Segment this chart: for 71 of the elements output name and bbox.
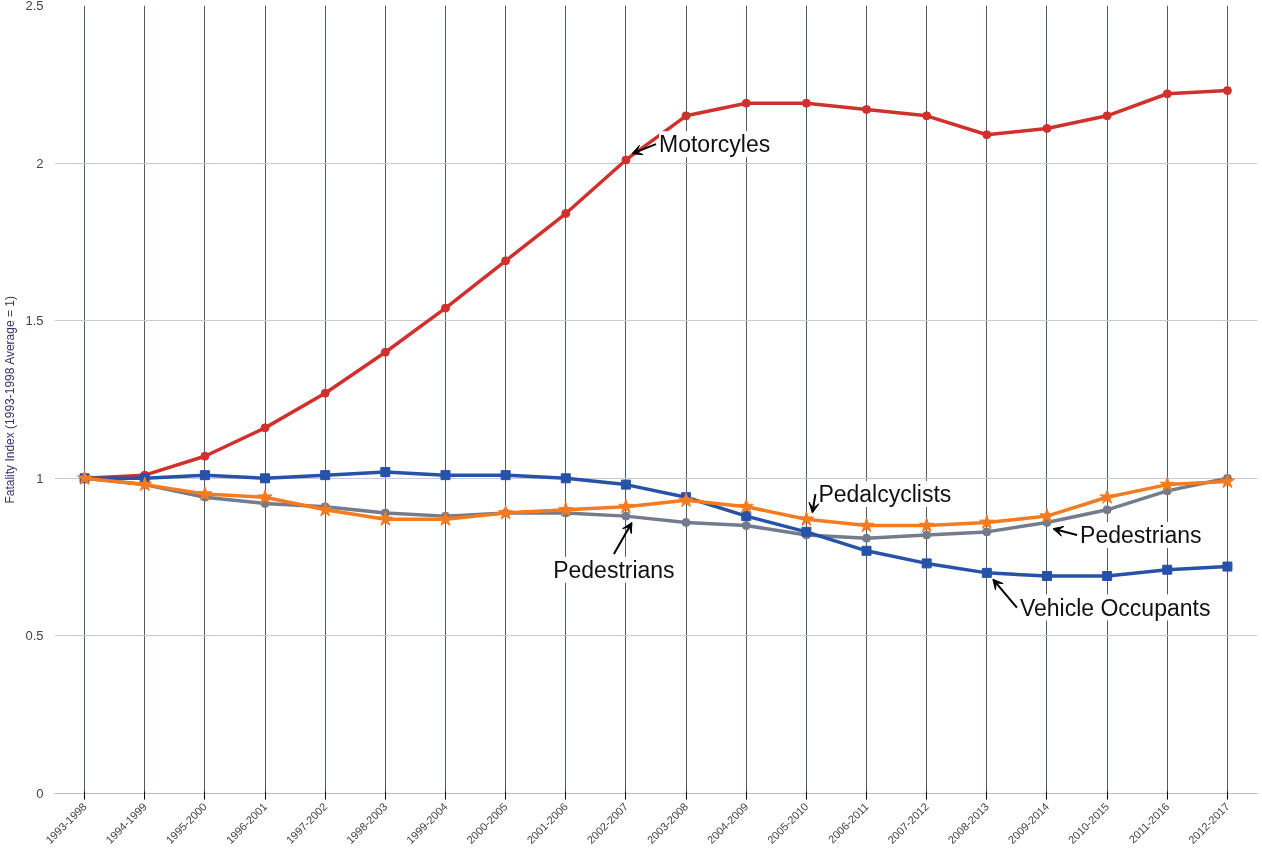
annotation: Pedalcyclists — [818, 481, 952, 508]
point — [1099, 489, 1115, 504]
point — [560, 473, 571, 484]
point — [981, 567, 992, 578]
point — [1159, 476, 1175, 492]
point — [801, 98, 811, 108]
y-tick-label: 2 — [36, 155, 44, 171]
point — [440, 470, 451, 481]
point — [861, 545, 872, 556]
annotation: Motorcyles — [659, 131, 771, 158]
point — [1222, 86, 1232, 96]
point — [377, 511, 393, 526]
annotation: Pedestrians — [1080, 522, 1202, 549]
point — [1102, 571, 1113, 582]
point — [798, 511, 815, 526]
point — [501, 256, 511, 266]
point — [1222, 561, 1233, 572]
point — [922, 111, 932, 121]
y-axis-title: Fatality Index (1993-1998 Average = 1) — [3, 296, 18, 504]
point — [979, 514, 995, 529]
point — [500, 470, 511, 481]
point — [620, 479, 631, 490]
point — [1042, 123, 1052, 133]
point — [257, 489, 273, 504]
point — [919, 517, 935, 533]
point — [621, 511, 631, 521]
point — [921, 558, 932, 569]
y-tick-label: 1.5 — [25, 313, 44, 329]
y-tick-label: 0 — [36, 786, 44, 801]
point — [380, 467, 391, 477]
point — [681, 111, 691, 121]
point — [1219, 473, 1236, 489]
point — [200, 451, 210, 461]
y-tick-label: 0.5 — [25, 628, 44, 644]
point — [982, 130, 992, 140]
point — [199, 470, 210, 481]
point — [437, 511, 454, 526]
y-tick-label: 1 — [36, 470, 44, 486]
point — [137, 476, 153, 492]
point — [862, 533, 872, 543]
point — [1041, 571, 1052, 582]
point — [197, 486, 213, 501]
annotation: Vehicle Occupants — [1019, 594, 1211, 621]
point — [260, 423, 270, 433]
annotation: Pedestrians — [553, 556, 675, 583]
point — [440, 303, 450, 313]
point — [260, 473, 271, 484]
point — [380, 347, 390, 357]
point — [741, 511, 752, 522]
point — [561, 209, 571, 219]
point — [621, 155, 631, 165]
point — [1102, 505, 1112, 515]
point — [858, 517, 875, 533]
point — [1162, 564, 1173, 575]
point — [922, 530, 932, 540]
y-tick-label: 2.5 — [25, 0, 44, 13]
point — [618, 498, 634, 514]
point — [320, 470, 331, 481]
point — [320, 388, 330, 398]
point — [801, 526, 812, 537]
point — [738, 498, 754, 514]
point — [497, 504, 514, 520]
point — [982, 527, 992, 537]
point — [862, 105, 872, 115]
point — [741, 521, 751, 531]
point — [1162, 89, 1172, 99]
point — [678, 492, 694, 507]
point — [741, 98, 751, 108]
point — [1102, 111, 1112, 121]
point — [558, 501, 574, 517]
point — [681, 517, 691, 527]
